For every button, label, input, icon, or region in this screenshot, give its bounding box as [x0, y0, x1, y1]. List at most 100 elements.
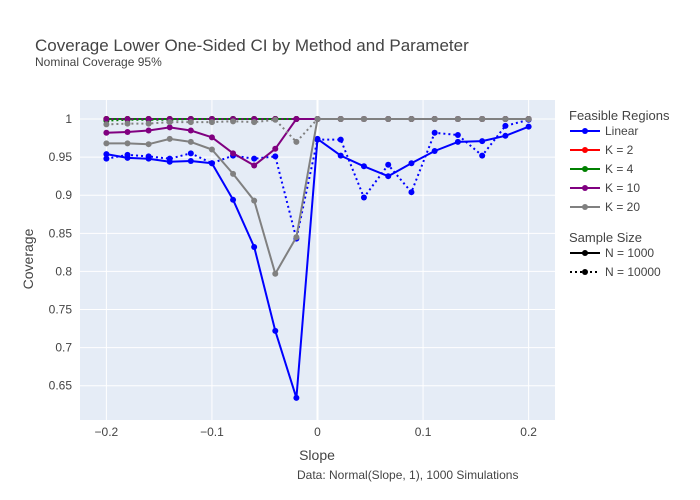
data-point — [502, 122, 509, 129]
legend-title: Feasible Regions — [569, 108, 670, 123]
data-point — [145, 141, 152, 148]
data-point — [166, 155, 173, 162]
legend-marker — [582, 250, 588, 256]
x-tick-label: 0 — [314, 425, 321, 439]
data-point — [337, 136, 344, 143]
data-point — [208, 160, 215, 167]
data-point — [408, 160, 415, 167]
data-point — [408, 116, 415, 123]
data-point — [293, 394, 300, 401]
data-point — [124, 129, 131, 135]
legend-item-k-20[interactable]: K = 20 — [570, 200, 640, 214]
data-point — [272, 327, 279, 334]
data-point — [208, 119, 215, 126]
legend-item-linear[interactable]: Linear — [570, 124, 638, 138]
data-point — [360, 116, 367, 123]
legend-item-k-2[interactable]: K = 2 — [570, 143, 634, 157]
x-axis-ticks: −0.2 −0.1 0 0.1 0.2 — [95, 425, 538, 439]
plot-area[interactable] — [80, 100, 555, 420]
data-point — [251, 162, 258, 169]
data-point — [145, 116, 152, 123]
legend-label: N = 10000 — [605, 265, 661, 279]
legend-title: Sample Size — [569, 230, 642, 245]
data-point — [385, 116, 392, 123]
y-tick-label: 0.65 — [49, 379, 73, 393]
data-point — [454, 116, 461, 123]
data-point — [145, 127, 152, 134]
x-tick-label: −0.2 — [95, 425, 119, 439]
data-point — [525, 123, 532, 130]
data-point — [431, 129, 438, 136]
data-point — [103, 121, 110, 128]
y-tick-label: 0.9 — [55, 188, 72, 202]
data-point — [272, 270, 279, 277]
legend-marker — [582, 269, 588, 275]
data-point — [124, 116, 131, 123]
legend-marker — [582, 147, 588, 153]
data-point — [187, 138, 194, 145]
data-point — [230, 118, 237, 125]
data-point — [230, 196, 237, 203]
data-point — [208, 146, 215, 153]
legend-label: K = 4 — [605, 162, 634, 176]
series-line — [106, 118, 529, 275]
data-point — [385, 161, 392, 168]
series-line — [106, 125, 529, 399]
legend-label: K = 2 — [605, 143, 634, 157]
data-point — [272, 116, 279, 123]
data-point — [431, 148, 438, 155]
y-tick-label: 0.7 — [55, 341, 72, 355]
legend-item-n-10000[interactable]: N = 10000 — [570, 265, 661, 279]
data-point — [166, 135, 173, 142]
data-point — [251, 244, 258, 251]
data-point — [166, 119, 173, 126]
data-point — [502, 132, 509, 139]
y-axis-label: Coverage — [20, 228, 36, 289]
data-point — [166, 124, 173, 131]
y-tick-label: 0.95 — [49, 150, 73, 164]
data-point — [293, 234, 300, 241]
chart-title: Coverage Lower One-Sided CI by Method an… — [35, 36, 469, 55]
data-point — [479, 152, 486, 159]
x-tick-label: 0.2 — [520, 425, 537, 439]
series-line — [106, 118, 529, 143]
data-point — [479, 116, 486, 123]
data-point — [454, 132, 461, 139]
data-point — [103, 155, 110, 162]
grid-lines — [80, 100, 555, 420]
y-tick-label: 1 — [65, 112, 72, 126]
data-point — [187, 157, 194, 164]
data-point — [314, 136, 321, 143]
data-point — [187, 150, 194, 157]
data-point — [187, 119, 194, 126]
y-tick-label: 0.85 — [49, 226, 73, 240]
legend-label: N = 1000 — [605, 246, 654, 260]
data-point — [208, 134, 215, 141]
data-point — [145, 153, 152, 160]
data-point — [525, 116, 532, 123]
legend-marker — [582, 128, 588, 134]
data-point — [272, 153, 279, 160]
data-point — [337, 116, 344, 123]
data-point — [103, 129, 110, 136]
data-point — [230, 150, 237, 157]
legend-item-k-4[interactable]: K = 4 — [570, 162, 634, 176]
data-point — [454, 138, 461, 145]
x-axis-label: Slope — [299, 447, 335, 463]
data-point — [502, 116, 509, 123]
legend-marker — [582, 166, 588, 172]
data-point — [479, 138, 486, 145]
data-point — [251, 197, 258, 204]
legend-item-k-10[interactable]: K = 10 — [570, 181, 640, 195]
data-point — [124, 120, 131, 127]
legend-marker — [582, 204, 588, 210]
data-point — [293, 116, 300, 123]
legend-label: K = 20 — [605, 200, 640, 214]
legend-item-n-1000[interactable]: N = 1000 — [570, 246, 654, 260]
x-tick-label: 0.1 — [415, 425, 432, 439]
data-point — [314, 116, 321, 123]
data-point — [360, 194, 367, 201]
data-point — [385, 173, 392, 180]
data-point — [251, 119, 258, 126]
